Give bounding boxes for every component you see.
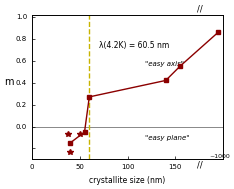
Text: ~1000: ~1000 (209, 154, 230, 159)
Y-axis label: m: m (4, 77, 14, 87)
Text: "easy axis": "easy axis" (145, 61, 184, 67)
Text: //: // (197, 161, 203, 170)
Text: λ(4.2K) = 60.5 nm: λ(4.2K) = 60.5 nm (99, 41, 169, 50)
Text: //: // (197, 4, 203, 13)
Text: "easy plane": "easy plane" (145, 135, 189, 141)
X-axis label: crystallite size (nm): crystallite size (nm) (89, 176, 166, 185)
